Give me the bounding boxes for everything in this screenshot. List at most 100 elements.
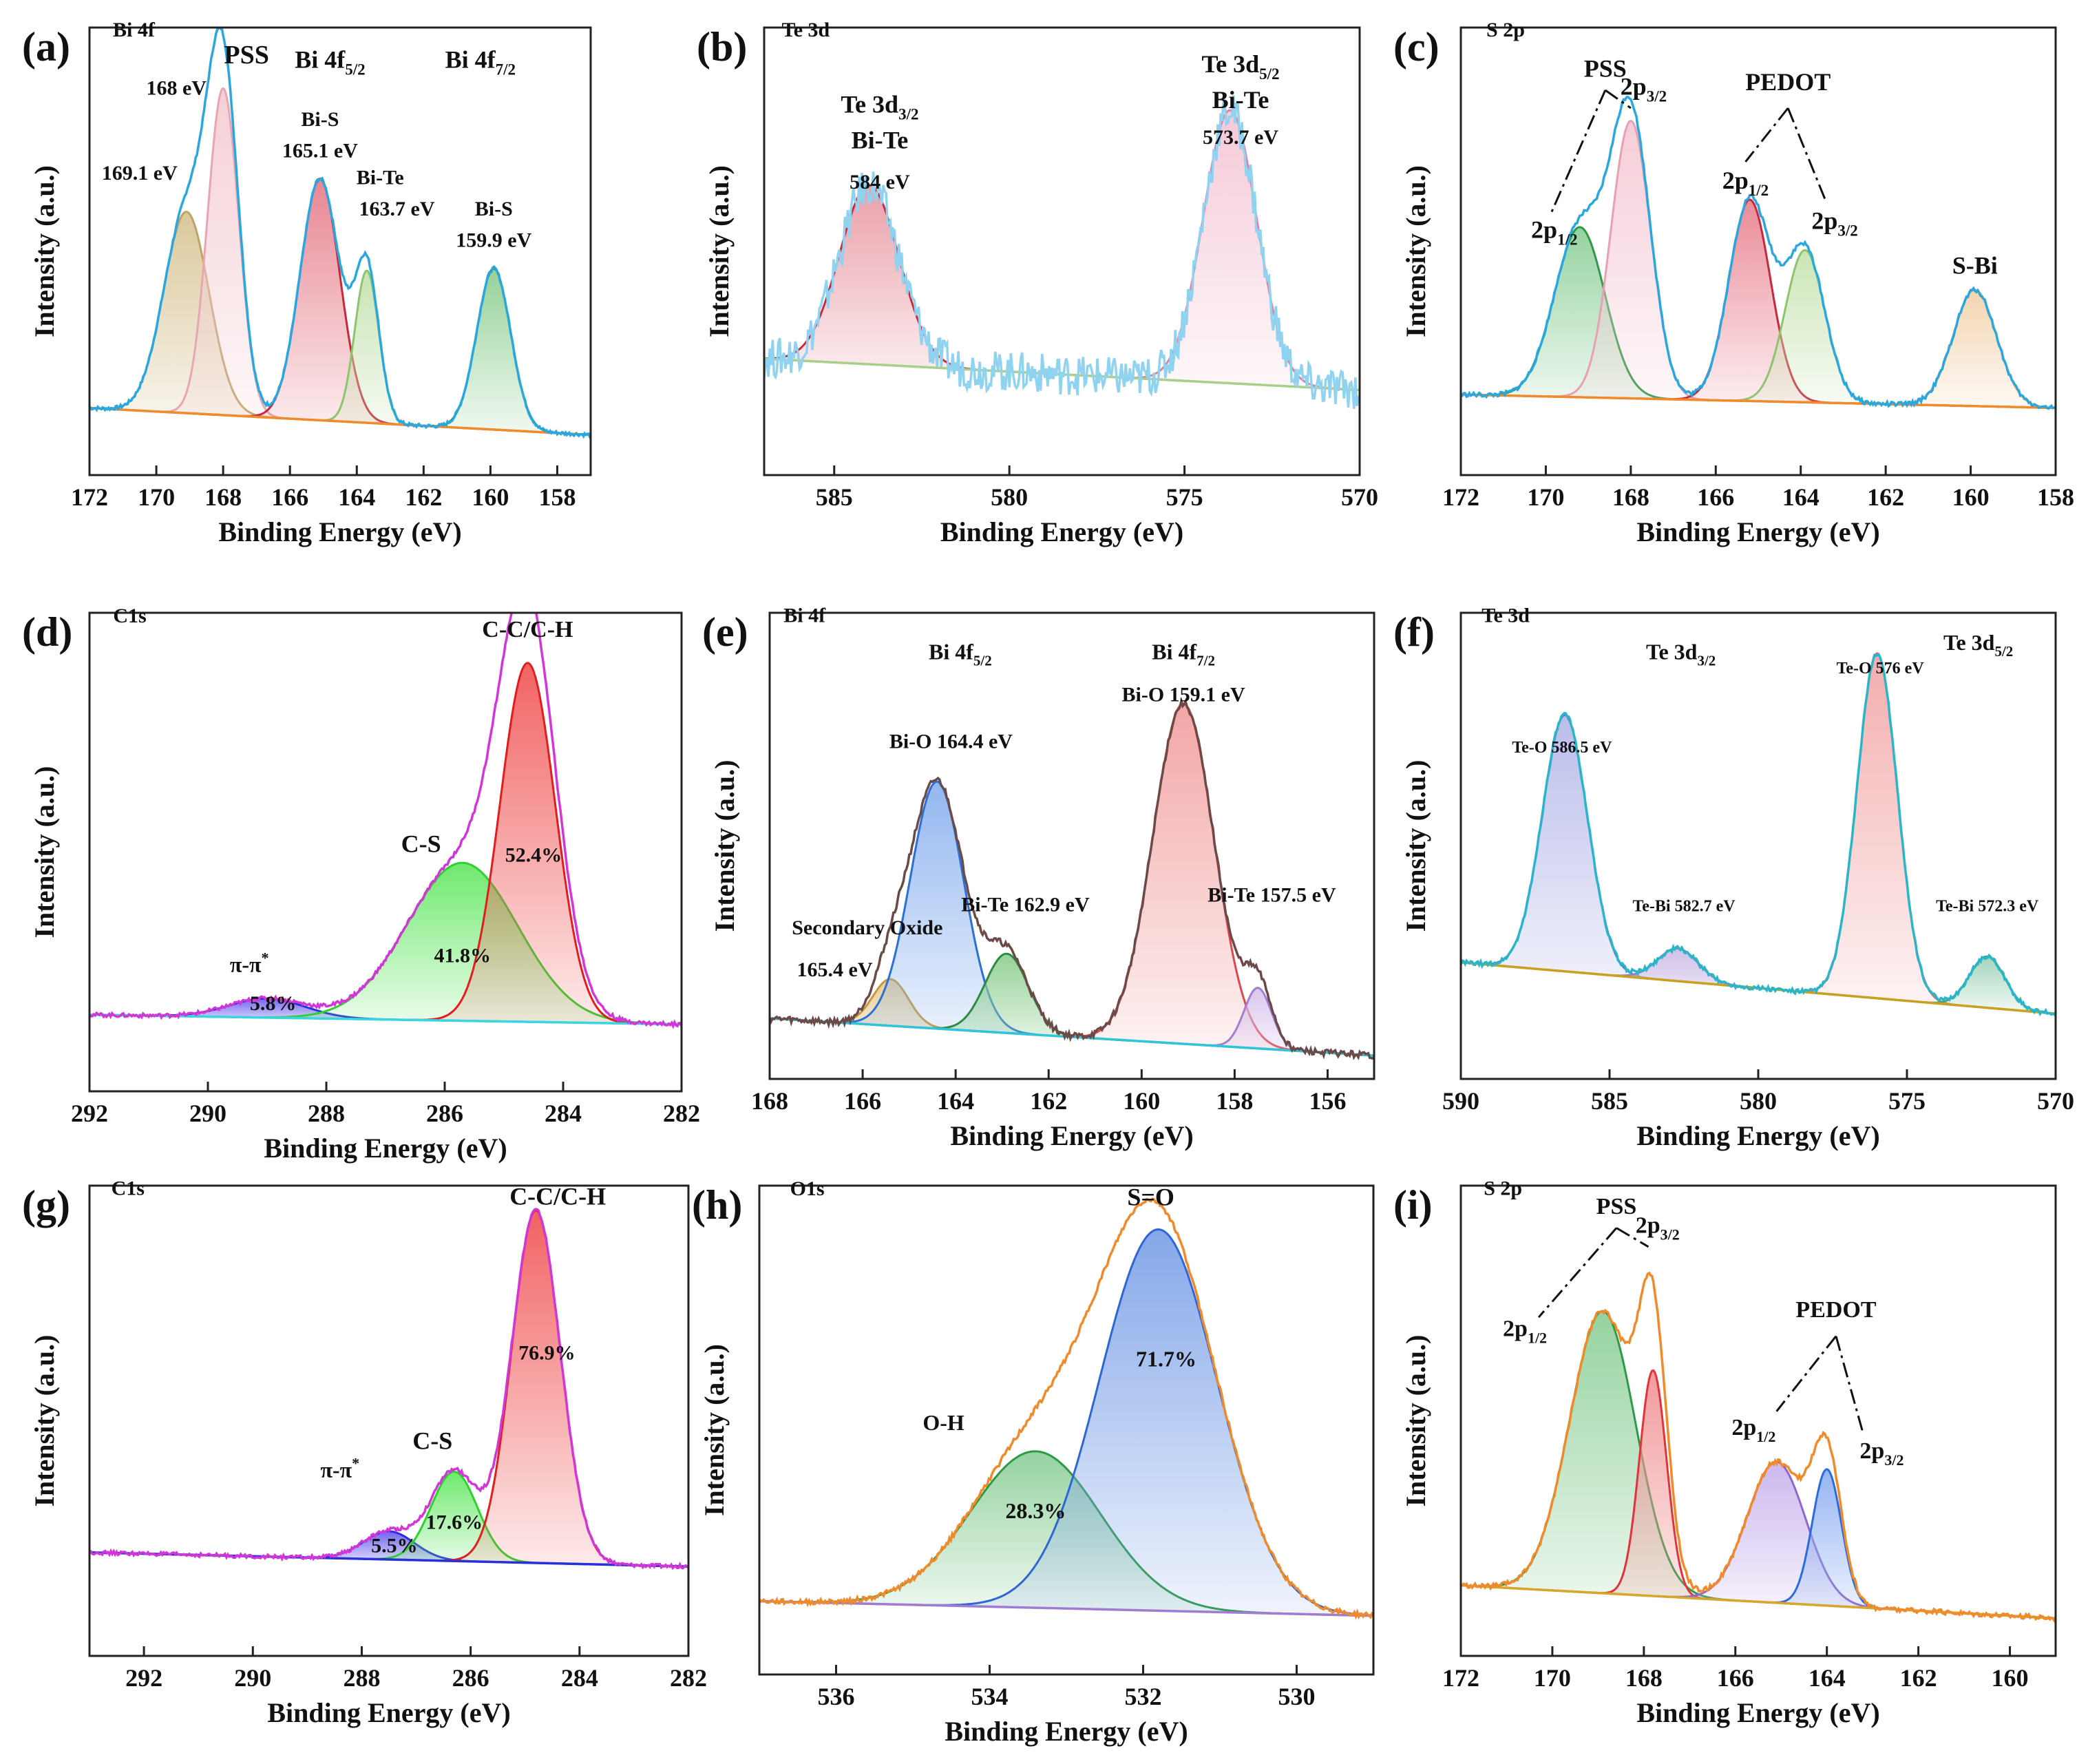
annotation-text: PSS	[224, 41, 268, 70]
peak-annotation: Bi 4f	[783, 605, 826, 627]
annotation-text: Bi-O 164.4 eV	[889, 730, 1013, 753]
annotation-text: 2p	[1722, 167, 1749, 194]
envelope-line	[89, 613, 682, 1029]
peak-annotation: 41.8%	[434, 944, 492, 967]
annotation-text: C1s	[112, 1177, 145, 1200]
annotation-text: S 2p	[1486, 19, 1525, 41]
x-tick-label: 286	[426, 1100, 463, 1127]
peak-annotation: C1s	[112, 1177, 145, 1200]
peak-annotation: 2p3/2	[1859, 1438, 1904, 1469]
annotation-text: Te-Bi 582.7 eV	[1632, 897, 1736, 915]
peak-annotation: Te 3d3/2	[1646, 640, 1716, 669]
annotation-text: S 2p	[1484, 1177, 1522, 1200]
annotation-text: Bi 4f	[445, 46, 496, 74]
peak-annotation: Bi 4f	[113, 19, 156, 41]
peak-fill	[764, 185, 1360, 390]
peak-annotation: 2p1/2	[1722, 167, 1769, 199]
panel-e: 168 166 164 162 160 158 156 Binding Energy (eV)…	[702, 605, 1375, 1151]
plot-area	[1461, 1271, 2056, 1623]
annotation-text: Te 3d	[841, 91, 898, 118]
peak-fill	[89, 1531, 688, 1567]
peak-annotation: 71.7%	[1136, 1347, 1196, 1372]
peak-annotation: 2p1/2	[1531, 216, 1577, 249]
annotation-text: Bi-S	[475, 198, 513, 220]
peak-annotation: Bi-O 159.1 eV	[1122, 684, 1245, 706]
peak-annotation: 165.1 eV	[282, 140, 358, 162]
x-axis-label: Binding Energy (eV)	[267, 1697, 510, 1728]
peak-annotation: S-Bi	[1952, 252, 1998, 280]
peak-annotation: Bi-S	[475, 198, 513, 220]
peak-annotation: Bi-Te	[1212, 86, 1269, 114]
x-tick-label: 170	[138, 483, 175, 511]
annotation-text: 163.7 eV	[359, 198, 435, 220]
peak-annotation: Bi-Te 162.9 eV	[961, 893, 1090, 916]
peak-annotation: 163.7 eV	[359, 198, 435, 220]
plot-area	[759, 1197, 1373, 1620]
annotation-text: 2p	[1621, 73, 1647, 101]
annotation-text: 2p	[1531, 216, 1557, 244]
annotation-subscript: 5/2	[1259, 65, 1279, 83]
annotation-text: 2p	[1859, 1438, 1884, 1464]
annotation-superscript: *	[352, 1454, 359, 1471]
leader-line	[1775, 1335, 1837, 1412]
x-tick-label: 282	[663, 1100, 700, 1127]
y-axis-label: Intensity (a.u.)	[1400, 165, 1431, 337]
peak-fill	[1461, 200, 2056, 408]
annotation-text: Bi 4f	[783, 605, 826, 627]
peak-series	[770, 702, 1374, 1057]
leader-line	[1604, 89, 1632, 109]
peak-annotation: 159.9 eV	[456, 229, 531, 252]
x-tick-label: 166	[1717, 1664, 1754, 1692]
x-tick-label: 534	[971, 1683, 1009, 1710]
peak-annotation: Te-Bi 582.7 eV	[1632, 897, 1736, 915]
plot-frame	[1459, 1184, 2057, 1657]
panel-label: (f)	[1393, 609, 1435, 655]
envelope-line	[89, 28, 591, 440]
x-tick-label: 160	[1123, 1087, 1160, 1115]
annotation-text: Bi-Te	[852, 127, 909, 154]
x-tick-label: 580	[1740, 1087, 1777, 1115]
envelope-line	[89, 1208, 688, 1571]
x-tick-label: 166	[844, 1087, 881, 1115]
panel-label: (b)	[697, 24, 747, 70]
annotation-text: C-C/C-H	[509, 1182, 606, 1210]
peak-fill	[89, 88, 591, 435]
panel-b: 585 580 575 570 Binding Energy (eV) Intensity…	[697, 19, 1378, 547]
annotation-text: Te 3d	[1481, 605, 1530, 627]
panel-g: 292 290 288 286 284 282 Binding Energy (eV) Int…	[22, 1177, 707, 1728]
plot-frame	[88, 611, 683, 1093]
annotation-text: S=O	[1127, 1183, 1174, 1210]
annotation-text: Bi 4f	[929, 640, 973, 664]
peak-annotation: 168 eV	[146, 77, 207, 100]
y-axis-label: Intensity (a.u.)	[1400, 1334, 1431, 1506]
annotation-text: Bi-S	[301, 108, 339, 131]
peak-annotation: Bi-Te	[852, 127, 909, 154]
background-line	[89, 1014, 682, 1026]
x-tick-label: 286	[452, 1664, 489, 1692]
annotation-text: Bi-O 159.1 eV	[1122, 684, 1245, 706]
annotation-text: 71.7%	[1136, 1347, 1196, 1372]
panel-label: (c)	[1393, 24, 1440, 70]
annotation-text: PEDOT	[1795, 1297, 1876, 1323]
annotation-subscript: 3/2	[1837, 222, 1857, 240]
panel-label: (i)	[1393, 1182, 1433, 1228]
annotation-text: Te 3d	[1943, 630, 1995, 655]
peak-series	[89, 1209, 688, 1568]
x-tick-label: 580	[991, 483, 1028, 511]
annotation-text: 2p	[1731, 1415, 1756, 1440]
y-axis-label: Intensity (a.u.)	[29, 1334, 60, 1506]
annotation-text: S-Bi	[1952, 252, 1998, 280]
plot-frame	[88, 1184, 690, 1657]
x-tick-label: 168	[751, 1087, 788, 1115]
peak-annotation: C1s	[113, 605, 146, 627]
annotation-text: 41.8%	[434, 944, 492, 967]
peak-fill	[1461, 1311, 2056, 1619]
peak-fill	[770, 987, 1374, 1056]
peak-fill	[89, 998, 682, 1025]
envelope-line	[770, 697, 1374, 1060]
annotation-text: Bi-Te 157.5 eV	[1208, 884, 1336, 907]
peak-annotation: 169.1 eV	[102, 162, 178, 185]
peak-fill	[1461, 653, 2056, 1014]
peak-annotation: Bi-O 164.4 eV	[889, 730, 1013, 753]
